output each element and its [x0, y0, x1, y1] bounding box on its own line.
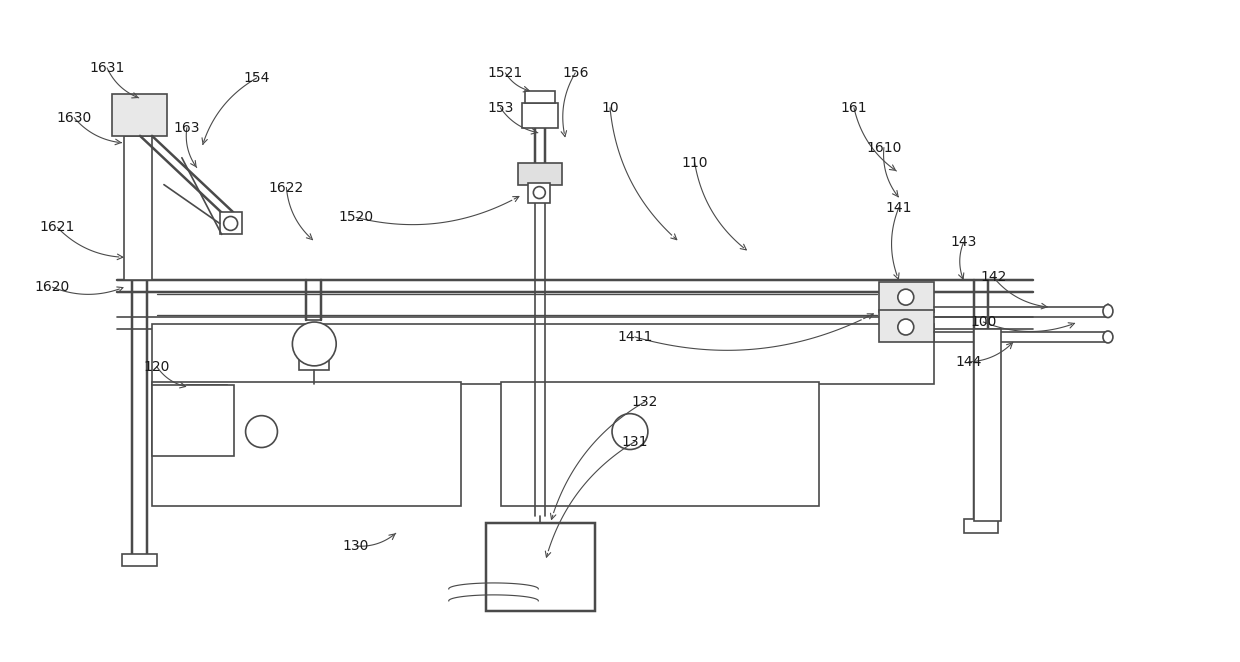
Text: 163: 163: [174, 121, 200, 135]
Bar: [112, 94, 167, 136]
Text: 1620: 1620: [35, 280, 69, 294]
Text: 110: 110: [682, 156, 708, 169]
Text: 154: 154: [243, 71, 270, 85]
Bar: [124, 136, 153, 280]
Text: 100: 100: [970, 315, 997, 329]
Ellipse shape: [1102, 305, 1114, 318]
Text: 141: 141: [885, 201, 913, 214]
Text: 132: 132: [631, 395, 658, 408]
Text: 1631: 1631: [89, 61, 125, 75]
Text: 1630: 1630: [57, 111, 92, 125]
Bar: [153, 385, 233, 457]
Bar: [219, 213, 242, 234]
Text: 153: 153: [487, 101, 513, 115]
Text: 142: 142: [981, 270, 1007, 284]
Text: 1621: 1621: [40, 220, 76, 234]
Circle shape: [246, 416, 278, 448]
Text: 130: 130: [343, 539, 370, 553]
Circle shape: [613, 414, 647, 449]
Circle shape: [533, 187, 546, 199]
Bar: [973, 329, 1002, 521]
Bar: [299, 360, 330, 370]
Bar: [879, 282, 934, 312]
Text: 1411: 1411: [618, 330, 652, 344]
Bar: [522, 103, 558, 128]
Bar: [153, 324, 934, 384]
Bar: [518, 163, 562, 185]
Text: 10: 10: [601, 101, 619, 115]
Bar: [153, 382, 461, 506]
Circle shape: [223, 216, 238, 230]
Bar: [963, 519, 998, 533]
Bar: [531, 531, 551, 541]
Text: 1622: 1622: [269, 181, 304, 195]
Bar: [486, 523, 595, 611]
Circle shape: [898, 319, 914, 335]
Text: 1610: 1610: [867, 141, 901, 155]
Text: 120: 120: [144, 360, 170, 374]
Text: 161: 161: [841, 101, 867, 115]
Text: 156: 156: [562, 66, 589, 80]
Bar: [526, 91, 556, 103]
Text: 131: 131: [621, 434, 649, 449]
Circle shape: [293, 322, 336, 366]
Bar: [122, 554, 157, 566]
Circle shape: [898, 289, 914, 305]
Ellipse shape: [1102, 331, 1114, 343]
Bar: [501, 382, 820, 506]
Text: 144: 144: [955, 355, 982, 369]
Bar: [879, 310, 934, 342]
Bar: [187, 385, 227, 406]
Text: 143: 143: [950, 236, 977, 250]
Text: 1521: 1521: [487, 66, 523, 80]
Bar: [528, 183, 551, 203]
Text: 1520: 1520: [339, 211, 373, 224]
